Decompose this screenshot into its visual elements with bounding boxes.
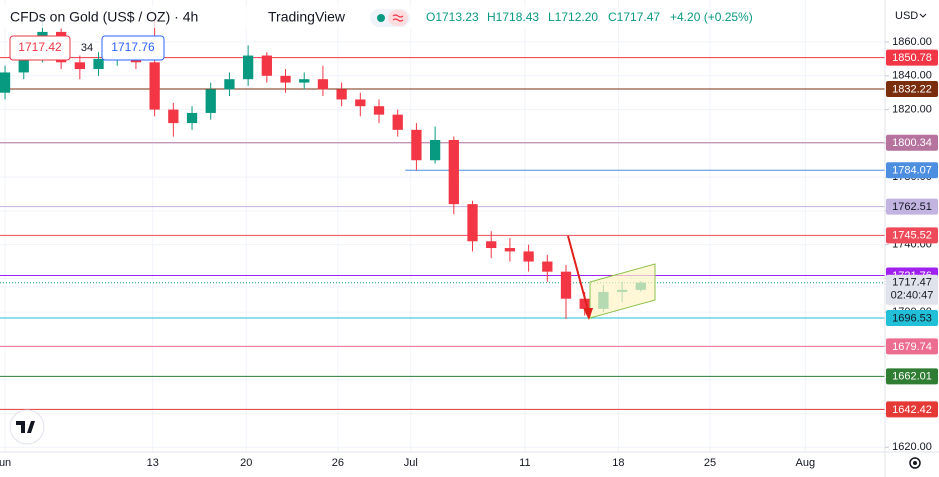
sell-price: 1717.42 (18, 40, 62, 54)
level-label-bg (886, 401, 938, 418)
arrow-shaft (567, 235, 589, 311)
high: H1718.43 (487, 10, 539, 24)
symbol-title: CFDs on Gold (US$ / OZ) · 4h (10, 9, 198, 25)
last-price-label: 1717.47 (892, 277, 932, 289)
channel (589, 263, 656, 319)
candle-body (504, 248, 516, 252)
currency[interactable]: USD (895, 10, 918, 22)
candle-body (168, 109, 179, 124)
candle-body (0, 72, 11, 93)
level-label: 1745.52 (892, 230, 932, 242)
open: O1713.23 (426, 10, 479, 24)
candle-body (299, 79, 310, 83)
candle-body (523, 251, 534, 262)
candle-body (467, 204, 478, 242)
candle-body (186, 112, 198, 124)
level-label-bg (886, 134, 938, 151)
candle-body (74, 62, 85, 70)
level-label: 1762.51 (892, 201, 932, 213)
x-tick-label: un (0, 457, 11, 469)
header-bg (0, 6, 600, 28)
level-label: 1832.22 (892, 83, 932, 95)
candle-body (355, 99, 366, 107)
candle-body (448, 139, 459, 205)
level-label: 1642.42 (892, 404, 932, 416)
buy-button[interactable] (101, 35, 165, 61)
sell-button[interactable] (9, 35, 71, 61)
level-label: 1784.07 (892, 165, 932, 177)
candle-body (392, 114, 403, 130)
brand: TradingView (268, 9, 346, 25)
candle-body (542, 261, 553, 272)
y-tick-label: 1620.00 (892, 441, 932, 453)
countdown: 02:40:47 (891, 290, 934, 302)
level-label-bg (886, 368, 938, 385)
level-label-bg (886, 49, 938, 66)
x-tick-label: 25 (704, 457, 716, 469)
candle-body (579, 298, 590, 309)
candle-body (149, 62, 160, 110)
level-label: 1696.53 (892, 312, 932, 324)
x-tick-label: 11 (519, 457, 530, 469)
delayed-badge (388, 10, 408, 26)
y-tick-label: 1840.00 (892, 70, 932, 82)
candle-body (429, 139, 441, 161)
x-tick-label: 18 (612, 457, 624, 469)
buy-price: 1717.76 (111, 40, 155, 54)
change: +4.20 (+0.25%) (670, 10, 753, 24)
gear (909, 457, 921, 469)
market-open-dot (377, 14, 385, 22)
arrow-head (583, 308, 593, 320)
level-label: 1800.34 (892, 137, 932, 149)
candle-body (224, 79, 235, 90)
price-labels: 1850.78 1832.22 1800.34 1784.07 1762.51 1745.… (886, 49, 938, 418)
level-label-bg (886, 162, 938, 179)
levels (0, 57, 885, 410)
candle-body (560, 271, 572, 299)
close: C1717.47 (608, 10, 660, 24)
level-label-bg (886, 338, 938, 355)
x-tick-label: 13 (147, 457, 159, 469)
x-tick-label: 26 (332, 457, 344, 469)
level-label: 1679.74 (892, 341, 932, 353)
gear-center (913, 461, 917, 465)
candle-body (93, 58, 104, 70)
candle-body (317, 79, 329, 90)
candle-body (373, 106, 385, 115)
x-tick-label: Aug (796, 457, 816, 469)
candle-body (205, 89, 216, 113)
settings-button[interactable] (909, 457, 921, 469)
candle-body (336, 89, 347, 100)
y-tick-label: 1860.00 (892, 36, 932, 48)
candle-body (486, 241, 497, 249)
candle-body (280, 75, 291, 83)
level-label: 1850.78 (892, 52, 932, 64)
level-label-bg (886, 310, 938, 327)
candle-body (411, 129, 422, 161)
candle-body (261, 55, 272, 76)
x-tick-label: 20 (240, 457, 252, 469)
currency-dropdown[interactable] (919, 13, 927, 18)
y-tick-label: 1820.00 (892, 103, 932, 115)
candle-body (242, 55, 254, 80)
logo (9, 409, 45, 445)
drawings (567, 235, 656, 320)
last-price-bg (886, 274, 938, 305)
level-label-bg (886, 227, 938, 244)
candle-body (18, 55, 29, 73)
x-tick-label: Jul (404, 457, 418, 469)
logo-mark (16, 421, 35, 433)
level-label-bg (886, 80, 938, 97)
delayed-icon (392, 14, 404, 22)
level-label-bg (886, 198, 938, 215)
level-label: 1662.01 (892, 371, 932, 383)
low: L1712.20 (548, 10, 598, 24)
spread: 34 (81, 42, 93, 54)
